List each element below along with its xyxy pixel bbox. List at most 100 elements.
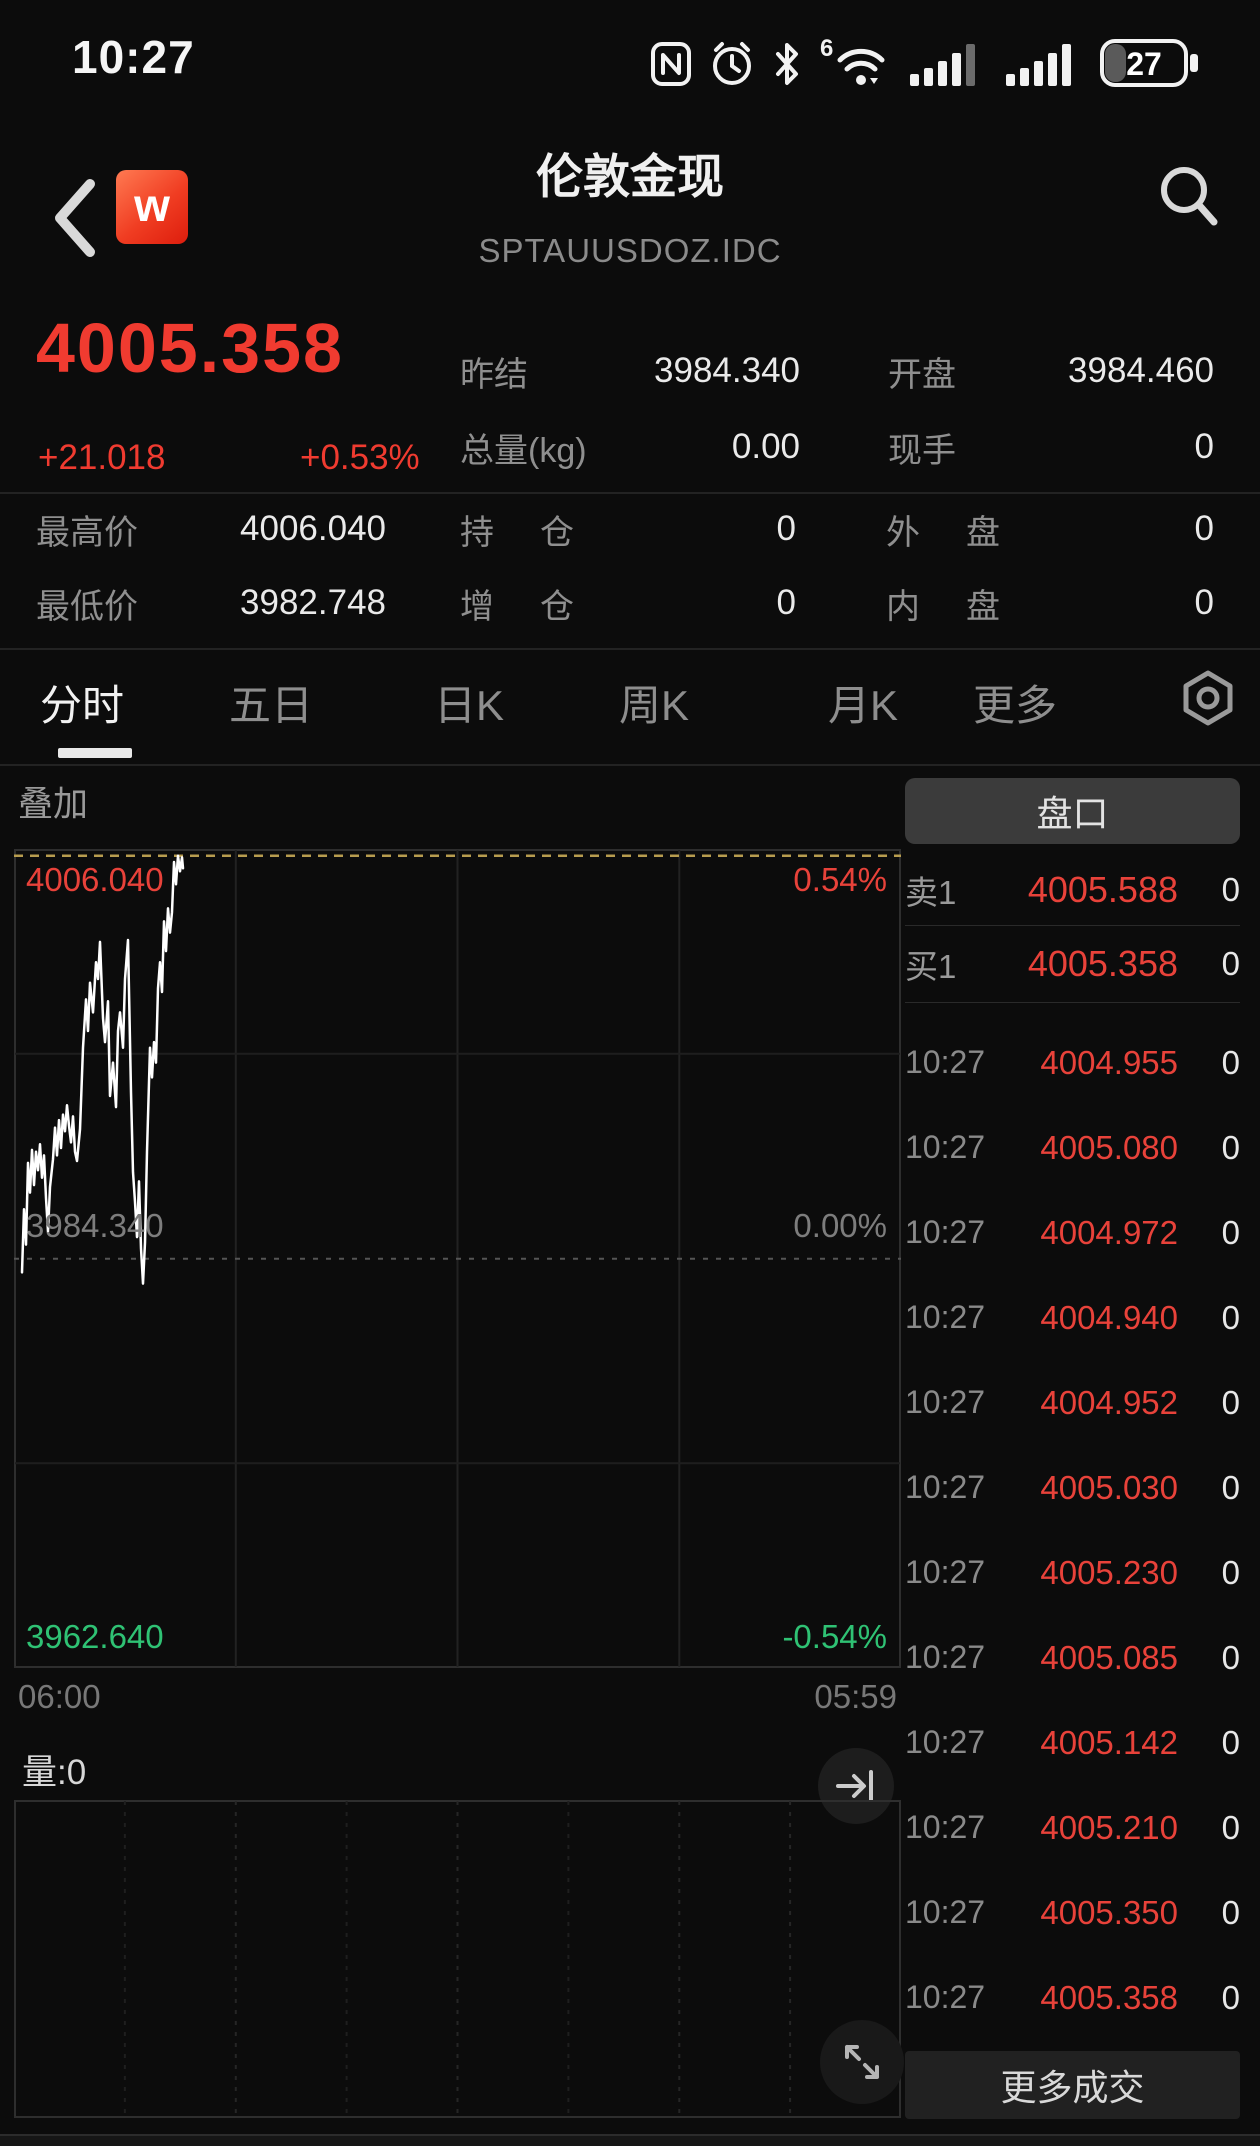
trade-volume: 0 [1221,1298,1240,1336]
trade-volume: 0 [1221,1043,1240,1081]
chart-zero-pct: 0.00% [793,1207,887,1244]
stat-position-change: 增仓 0 [460,583,796,626]
ask-row: 卖1 4005.588 0 [905,855,1240,926]
volume-chart-canvas [14,1800,901,2118]
trade-time: 10:27 [905,1384,986,1420]
bid-volume: 0 [1221,945,1240,982]
alarm-icon [713,42,751,85]
instrument-code: SPTAUUSDOZ.IDC [478,232,782,269]
svg-text:27: 27 [1126,46,1162,82]
page-title: 伦敦金现 [536,150,724,203]
trade-price: 4005.142 [1040,1723,1178,1761]
trade-price: 4005.085 [1040,1638,1178,1676]
wifi-icon: 6 [820,38,885,85]
trade-list[interactable]: 10:27 4004.955 0 10:27 4005.080 0 10:27 … [905,1020,1240,2040]
trade-row: 10:27 4005.358 0 [905,1955,1240,2040]
trade-time: 10:27 [905,1214,986,1250]
trade-row: 10:27 4005.080 0 [905,1105,1240,1190]
active-tab-underline [58,748,132,758]
chart-low-pct: -0.54% [782,1618,887,1655]
bid-label: 买1 [905,948,957,985]
stat-low: 最低价 3982.748 [36,583,386,626]
divider [0,492,1260,494]
trade-row: 10:27 4005.210 0 [905,1785,1240,1870]
last-price: 4005.358 [36,309,344,387]
signal-icon-2 [1006,44,1071,86]
bluetooth-icon [776,43,798,85]
back-button[interactable] [48,176,100,260]
volume-chart[interactable] [14,1800,901,2118]
stat-high: 最高价 4006.040 [36,509,386,552]
trade-price: 4005.210 [1040,1808,1178,1846]
trade-volume: 0 [1221,1638,1240,1676]
trade-price: 4005.350 [1040,1893,1178,1931]
trade-row: 10:27 4005.230 0 [905,1530,1240,1615]
field-current-lot: 现手 0 [888,427,1214,470]
trade-time: 10:27 [905,1724,986,1760]
trade-row: 10:27 4004.952 0 [905,1360,1240,1445]
signal-icon [910,44,975,86]
trade-volume: 0 [1221,1553,1240,1591]
trade-time: 10:27 [905,1554,986,1590]
settings-icon[interactable] [1180,668,1236,728]
trade-price: 4005.230 [1040,1553,1178,1591]
field-total-volume: 总量(kg) 0.00 [460,427,800,470]
bid-row: 买1 4005.358 0 [905,926,1240,1003]
battery-icon: 27 [1100,39,1198,87]
trade-time: 10:27 [905,1299,986,1335]
intraday-chart[interactable]: 4006.040 0.54% 3984.340 0.00% 3962.640 -… [14,849,901,1668]
expand-chart-button[interactable] [820,2020,904,2104]
expand-icon [845,2045,879,2079]
trade-time: 10:27 [905,1894,986,1930]
nfc-icon [651,42,691,86]
time-axis: 06:00 05:59 [14,1678,901,1716]
trade-row: 10:27 4004.955 0 [905,1020,1240,1105]
ask-price: 4005.588 [1027,869,1178,910]
more-trades-button[interactable]: 更多成交 [905,2051,1240,2119]
tab-weekly[interactable]: 周K [619,682,690,729]
trade-time: 10:27 [905,1639,986,1675]
trade-row: 10:27 4004.940 0 [905,1275,1240,1360]
bid-price: 4005.358 [1027,943,1178,984]
tab-daily[interactable]: 日K [434,682,505,729]
stat-open-interest: 持仓 0 [460,509,796,552]
chart-high-label: 4006.040 [26,861,164,898]
status-icons: 6 27 [650,36,1200,88]
trade-price: 4004.940 [1040,1298,1178,1336]
ask-volume: 0 [1221,871,1240,908]
intraday-chart-canvas [14,849,901,1668]
trade-volume: 0 [1221,1128,1240,1166]
search-icon[interactable] [1154,160,1220,232]
tab-5day[interactable]: 五日 [229,682,314,729]
order-book-button[interactable]: 盘口 [905,778,1240,844]
field-open: 开盘 3984.460 [888,351,1214,394]
chart-low-label: 3962.640 [26,1618,164,1655]
session-end-time: 05:59 [814,1678,897,1715]
tab-intraday[interactable]: 分时 [40,682,125,729]
divider [0,648,1260,650]
wind-app-logo: w [116,170,188,244]
svg-text:6: 6 [820,38,833,62]
trade-price: 4004.972 [1040,1213,1178,1251]
trade-time: 10:27 [905,1469,986,1505]
status-clock: 10:27 [72,31,195,83]
tab-more[interactable]: 更多 [973,682,1058,729]
ask-label: 卖1 [905,874,957,911]
stat-inner-volume: 内盘 0 [886,583,1214,626]
trade-row: 10:27 4005.030 0 [905,1445,1240,1530]
chart-high-pct: 0.54% [793,861,887,898]
trade-price: 4005.358 [1040,1978,1178,2016]
tab-monthly[interactable]: 月K [828,682,899,729]
jump-to-latest-button[interactable] [818,1748,894,1824]
trade-time: 10:27 [905,1044,986,1080]
overlay-button[interactable]: 叠加 [18,785,89,824]
trade-volume: 0 [1221,1383,1240,1421]
chart-prevclose-label: 3984.340 [26,1207,164,1244]
trade-volume: 0 [1221,1723,1240,1761]
trade-volume: 0 [1221,1978,1240,2016]
trade-time: 10:27 [905,1979,986,2015]
volume-label: 量:0 [22,1753,87,1792]
trade-time: 10:27 [905,1809,986,1845]
trade-price: 4005.030 [1040,1468,1178,1506]
